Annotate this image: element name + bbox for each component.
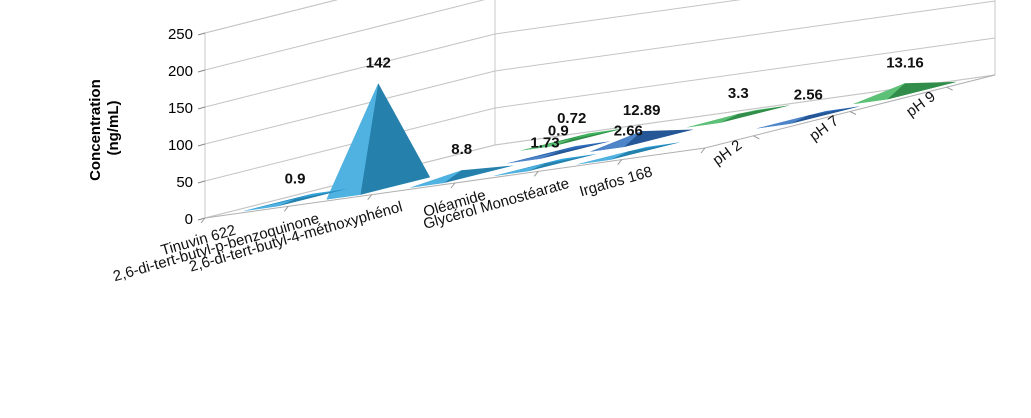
data-label: 0.9 xyxy=(548,123,569,140)
y-axis: 0 50 100 150 200 250 xyxy=(168,26,206,228)
x-tick-mark xyxy=(700,147,706,154)
x-category-label: Irgafos 168 xyxy=(578,163,655,200)
plot-marks xyxy=(243,81,957,212)
pyramid-right-face xyxy=(527,153,597,172)
y-tick-mark xyxy=(197,69,206,73)
pyramid-right-face xyxy=(360,83,431,195)
pyramid-left-face xyxy=(243,193,313,212)
pyramid-mark xyxy=(243,188,347,212)
gridline xyxy=(204,74,996,219)
pyramid-mark xyxy=(756,106,861,129)
data-label: 12.89 xyxy=(623,102,661,119)
z-tick-mark xyxy=(849,111,857,115)
z-tick-mark xyxy=(753,135,760,140)
x-tick-mark xyxy=(200,217,206,224)
pyramid-mark xyxy=(589,129,694,152)
x-category-label: 2,6-di-tert-butyl-p-benzoquinone xyxy=(111,210,321,285)
y-tick-mark xyxy=(197,180,206,184)
pyramid-right-face xyxy=(553,128,624,146)
y-tick-label: 250 xyxy=(168,26,193,43)
data-label: 1.73 xyxy=(530,135,559,152)
pyramid-front-face xyxy=(243,199,295,212)
pyramid-mark xyxy=(576,142,681,165)
data-label: 2.56 xyxy=(794,86,823,103)
y-tick-label: 50 xyxy=(176,174,193,191)
gridline xyxy=(204,0,742,108)
pyramid-mark xyxy=(853,81,957,105)
gridline xyxy=(204,37,996,182)
pyramid-left-face xyxy=(493,158,563,177)
y-tick-mark xyxy=(197,143,206,147)
pyramid-mark xyxy=(409,165,514,188)
pyramid-front-face xyxy=(756,115,809,129)
y-tick-label: 100 xyxy=(168,137,193,154)
pyramid-mark xyxy=(506,141,611,164)
z-tick-mark xyxy=(946,86,953,91)
pyramid-mark xyxy=(519,128,624,151)
y-tick-mark xyxy=(197,217,206,221)
x-tick-mark xyxy=(533,171,539,177)
gridline xyxy=(204,0,996,145)
pyramid-front-face xyxy=(853,83,905,105)
pyramid-right-face xyxy=(623,129,694,147)
y-tick-label: 200 xyxy=(168,63,193,80)
data-label: 13.16 xyxy=(886,54,924,71)
x-tick-mark xyxy=(283,206,289,212)
pyramid-front-face xyxy=(409,170,462,188)
pyramid-mark xyxy=(493,153,597,177)
data-label: 142 xyxy=(366,54,391,71)
series-label: pH 2 xyxy=(710,137,746,169)
pyramid-front-face xyxy=(686,113,739,128)
pyramid-right-face xyxy=(610,142,681,160)
y-axis-title: Concentration (ng/mL) xyxy=(87,75,122,181)
pyramid-right-face xyxy=(887,81,957,100)
pyramid-right-face xyxy=(540,141,611,159)
data-label: 0.72 xyxy=(557,110,586,127)
pyramid-mark xyxy=(326,83,431,200)
x-tick-mark xyxy=(450,182,456,189)
data-label: 3.3 xyxy=(728,85,749,102)
pyramid-front-face xyxy=(326,83,379,200)
pyramid-front-face xyxy=(576,151,629,165)
data-label: 2.66 xyxy=(614,122,643,139)
pyramid-right-face xyxy=(443,165,514,183)
x-tick-mark xyxy=(617,159,623,165)
pyramid-right-face xyxy=(720,105,791,123)
pyramid-left-face xyxy=(506,146,577,164)
gridline xyxy=(204,0,486,71)
y-axis-title-line-1: Concentration xyxy=(87,79,104,181)
gridlines xyxy=(204,0,996,219)
pyramid-left-face xyxy=(519,133,590,151)
pyramid-front-face xyxy=(506,151,559,164)
pyramid-right-face xyxy=(790,106,861,124)
pyramid-right-face xyxy=(277,188,347,207)
y-tick-mark xyxy=(197,32,206,36)
x-tick-mark xyxy=(367,194,373,200)
pyramid-front-face xyxy=(493,163,545,177)
gridline xyxy=(204,0,339,34)
y-tick-label: 150 xyxy=(168,100,193,117)
data-label: 8.8 xyxy=(451,141,472,158)
pyramid-front-face xyxy=(519,139,572,151)
data-label: 0.9 xyxy=(285,170,306,187)
y-axis-title-line-2: (ng/mL) xyxy=(105,101,122,156)
pyramid-front-face xyxy=(589,131,642,152)
y-tick-label: 0 xyxy=(185,211,193,228)
pyramid-mark xyxy=(686,105,791,128)
y-tick-mark xyxy=(197,106,206,110)
